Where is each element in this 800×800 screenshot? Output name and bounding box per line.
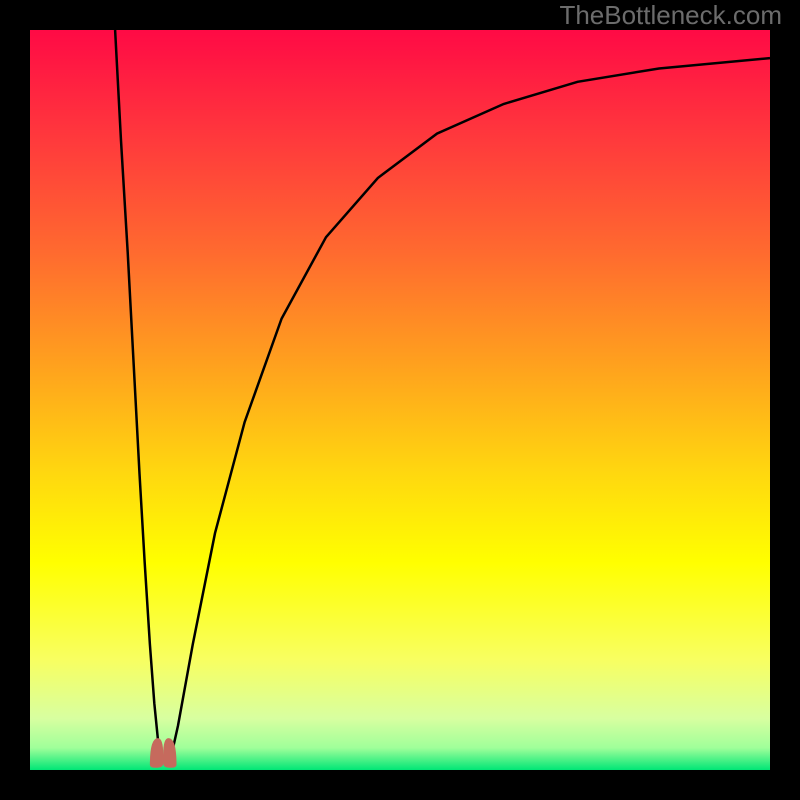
- plot-background: [30, 30, 770, 770]
- bottleneck-chart: [0, 0, 800, 800]
- watermark-text: TheBottleneck.com: [559, 0, 782, 31]
- chart-container: TheBottleneck.com: [0, 0, 800, 800]
